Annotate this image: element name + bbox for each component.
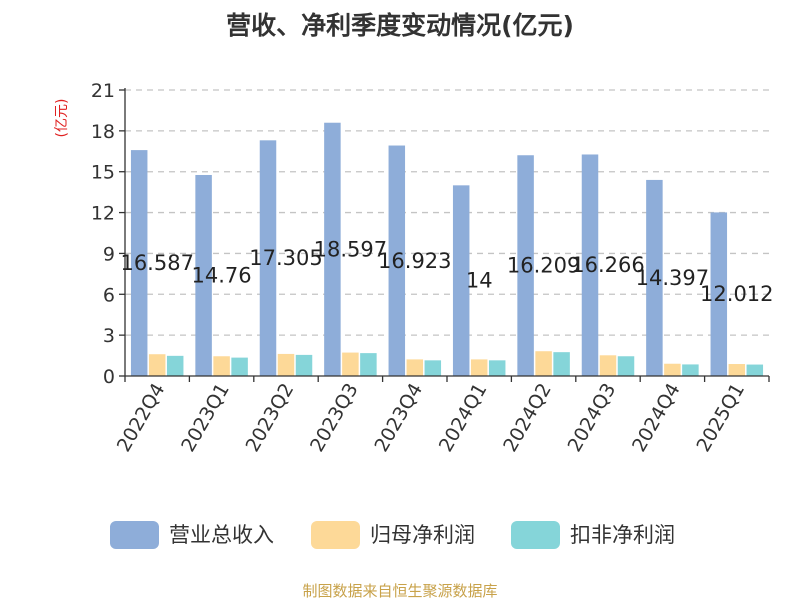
bar-net-profit <box>599 355 617 376</box>
bar-deducted-net-profit <box>746 364 764 376</box>
bar-deducted-net-profit <box>295 354 313 376</box>
bar-revenue <box>324 122 341 377</box>
data-label: 14.397 <box>636 266 709 290</box>
data-label: 16.266 <box>571 253 644 277</box>
bar-net-profit <box>728 364 746 376</box>
bar-revenue <box>710 212 728 376</box>
bar-net-profit <box>535 351 552 376</box>
data-label: 18.597 <box>314 237 387 261</box>
bar-net-profit <box>277 353 295 376</box>
x-tick-label: 2023Q1 <box>177 380 234 456</box>
legend-swatch <box>511 521 560 549</box>
y-tick-label: 0 <box>103 366 115 388</box>
legend-swatch <box>110 521 159 549</box>
bar-deducted-net-profit <box>553 352 570 376</box>
bar-revenue <box>388 145 406 376</box>
bar-deducted-net-profit <box>488 360 506 376</box>
x-tick-label: 2022Q4 <box>113 380 170 456</box>
y-tick-label: 18 <box>91 121 115 143</box>
bar-net-profit <box>406 359 424 376</box>
x-tick-label: 2024Q2 <box>499 380 556 456</box>
bar-net-profit <box>342 352 359 376</box>
data-label: 14.76 <box>192 263 252 287</box>
bar-deducted-net-profit <box>166 355 184 376</box>
data-label: 14 <box>466 269 493 293</box>
legend: 营业总收入 归母净利润 扣非净利润 <box>110 521 675 549</box>
y-tick-label: 12 <box>91 203 115 225</box>
data-label: 16.587 <box>120 251 193 275</box>
source-note: 制图数据来自恒生聚源数据库 <box>302 582 497 600</box>
y-axis-label: (亿元) <box>54 99 70 138</box>
y-tick-label: 6 <box>103 284 115 306</box>
x-tick-label: 2023Q3 <box>306 380 363 456</box>
x-tick-label: 2024Q4 <box>628 380 685 456</box>
bar-net-profit <box>470 359 488 376</box>
bars-group <box>130 122 764 377</box>
bar-revenue <box>646 179 663 376</box>
bar-net-profit <box>213 356 230 376</box>
data-label: 16.209 <box>507 254 580 278</box>
grid-lines <box>125 89 769 336</box>
bar-deducted-net-profit <box>231 357 248 376</box>
y-tick-label: 3 <box>103 325 115 347</box>
axes <box>119 88 770 382</box>
legend-swatch <box>311 521 360 549</box>
bar-revenue <box>130 150 148 376</box>
data-label: 16.923 <box>378 249 451 273</box>
bar-revenue <box>517 155 534 376</box>
bar-net-profit <box>148 354 166 376</box>
legend-label: 扣非净利润 <box>570 523 675 547</box>
x-tick-label: 2023Q4 <box>370 380 427 456</box>
x-tick-label: 2023Q2 <box>242 380 299 456</box>
bar-net-profit <box>664 363 681 376</box>
bar-revenue <box>259 140 277 376</box>
y-tick-label: 15 <box>91 162 115 184</box>
chart-title: 营收、净利季度变动情况(亿元) <box>226 11 574 40</box>
bar-deducted-net-profit <box>360 353 377 376</box>
bar-deducted-net-profit <box>424 360 442 376</box>
bar-deducted-net-profit <box>617 356 635 376</box>
x-tick-label: 2025Q1 <box>692 380 749 456</box>
legend-label: 营业总收入 <box>169 523 274 547</box>
bar-revenue <box>452 185 470 376</box>
y-tick-label: 21 <box>91 80 115 102</box>
bar-revenue <box>581 154 599 376</box>
bar-deducted-net-profit <box>682 364 699 376</box>
data-label: 12.012 <box>700 282 773 306</box>
x-tick-label: 2024Q3 <box>564 380 621 456</box>
data-label: 17.305 <box>249 246 322 270</box>
legend-label: 归母净利润 <box>370 523 475 547</box>
bar-revenue <box>195 174 212 376</box>
x-tick-label: 2024Q1 <box>435 380 492 456</box>
y-tick-label: 9 <box>103 243 115 265</box>
